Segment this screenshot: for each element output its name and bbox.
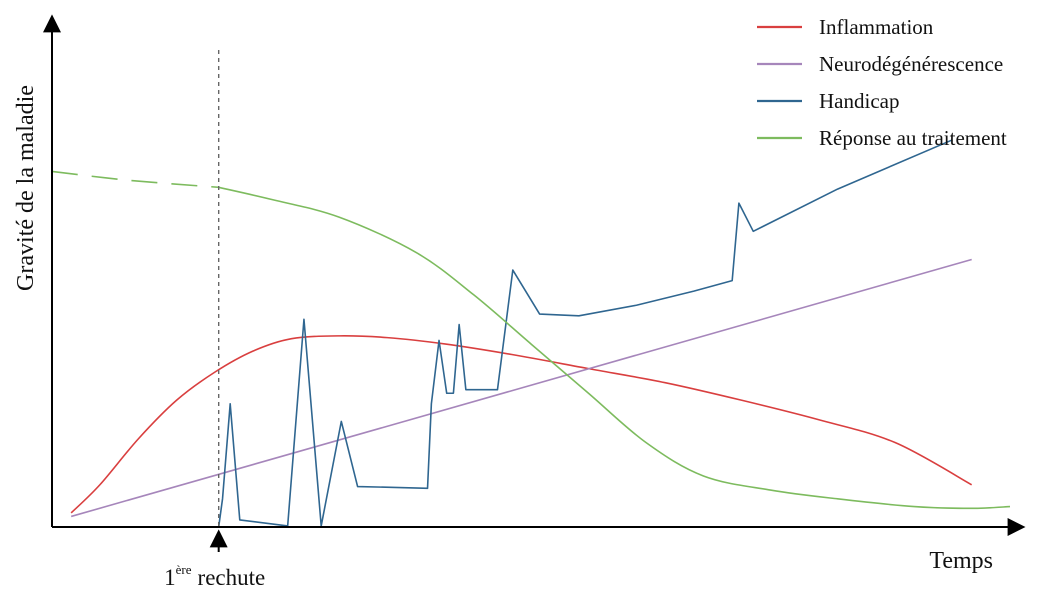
first-relapse-text: rechute	[198, 565, 266, 590]
legend-label-inflammation: Inflammation	[819, 15, 934, 39]
x-axis-label: Temps	[929, 548, 993, 574]
first-relapse-label: 1ère rechute	[164, 562, 265, 590]
first-relapse-number: 1	[164, 565, 176, 590]
legend-label-handicap: Handicap	[819, 89, 899, 113]
series-inflammation-line	[70, 335, 973, 514]
first-relapse-superscript: ère	[176, 562, 192, 577]
series-reponse_traitement-line	[218, 186, 1011, 510]
legend-label-reponse_traitement: Réponse au traitement	[819, 126, 1007, 150]
series-layer	[51, 139, 1011, 528]
series-reponse_traitement-dashed-line	[51, 170, 219, 189]
series-neurodegenerescence-line	[70, 258, 972, 518]
series-handicap-line	[217, 139, 953, 528]
legend: Inflammation Neurodégénérescence Handicap R…	[757, 15, 1007, 150]
legend-label-neurodegenerescence: Neurodégénérescence	[819, 52, 1003, 76]
y-axis-label: Gravité de la maladie	[13, 85, 39, 291]
